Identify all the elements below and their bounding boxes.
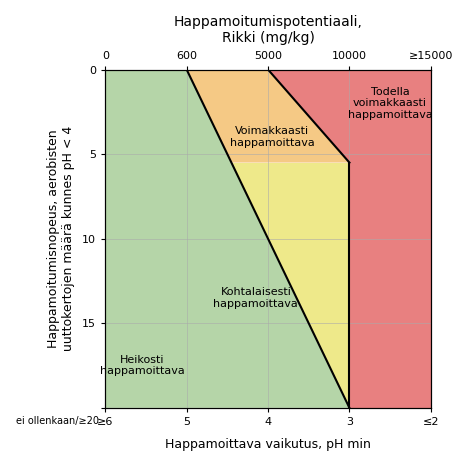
Text: Heikosti
happamoittava: Heikosti happamoittava [100,355,184,377]
Text: Voimakkaasti
happamoittava: Voimakkaasti happamoittava [230,126,314,148]
Polygon shape [268,69,431,408]
Text: Kohtalaisesti
happamoittava: Kohtalaisesti happamoittava [213,287,298,308]
Text: Todella
voimakkaasti
happamoittava: Todella voimakkaasti happamoittava [348,87,432,120]
Text: ei ollenkaan/≥20: ei ollenkaan/≥20 [16,416,99,426]
Y-axis label: Happamoitumisnopeus, aerobisten
uuttokertojen määrä kunnes pH < 4: Happamoitumisnopeus, aerobisten uuttoker… [47,126,75,351]
Polygon shape [105,69,350,408]
Polygon shape [187,69,350,163]
Polygon shape [231,163,350,408]
Title: Happamoitumispotentiaali,
Rikki (mg/kg): Happamoitumispotentiaali, Rikki (mg/kg) [174,15,363,45]
X-axis label: Happamoittava vaikutus, pH min: Happamoittava vaikutus, pH min [165,438,371,451]
